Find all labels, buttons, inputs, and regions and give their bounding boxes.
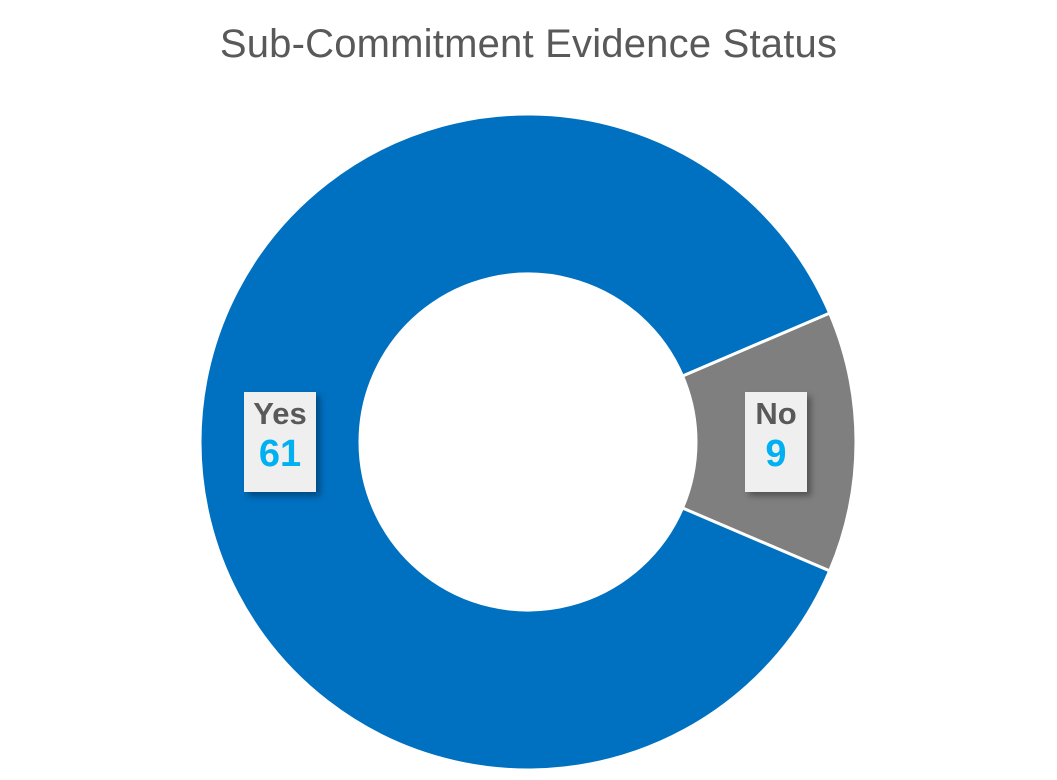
- data-label-value: 61: [258, 433, 302, 475]
- data-label-yes: Yes 61: [244, 392, 316, 492]
- chart-title: Sub-Commitment Evidence Status: [219, 22, 838, 66]
- data-label-no: No 9: [745, 392, 807, 492]
- data-label-value: 9: [765, 433, 787, 475]
- slice-yes: [198, 112, 832, 772]
- data-label-category: No: [755, 396, 797, 431]
- data-label-category: Yes: [253, 396, 307, 431]
